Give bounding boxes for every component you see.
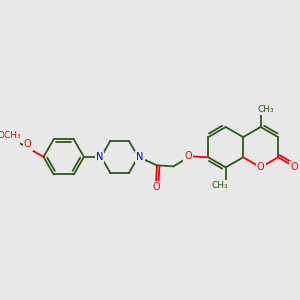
Text: O: O: [290, 162, 298, 172]
Text: CH₃: CH₃: [257, 104, 274, 113]
Text: N: N: [96, 152, 103, 162]
Text: O: O: [184, 151, 192, 161]
Text: O: O: [152, 182, 160, 193]
Text: CH₃: CH₃: [212, 181, 228, 190]
Text: N: N: [136, 152, 144, 162]
Text: O: O: [24, 140, 32, 149]
Text: OCH₃: OCH₃: [0, 131, 21, 140]
Text: O: O: [257, 162, 265, 172]
